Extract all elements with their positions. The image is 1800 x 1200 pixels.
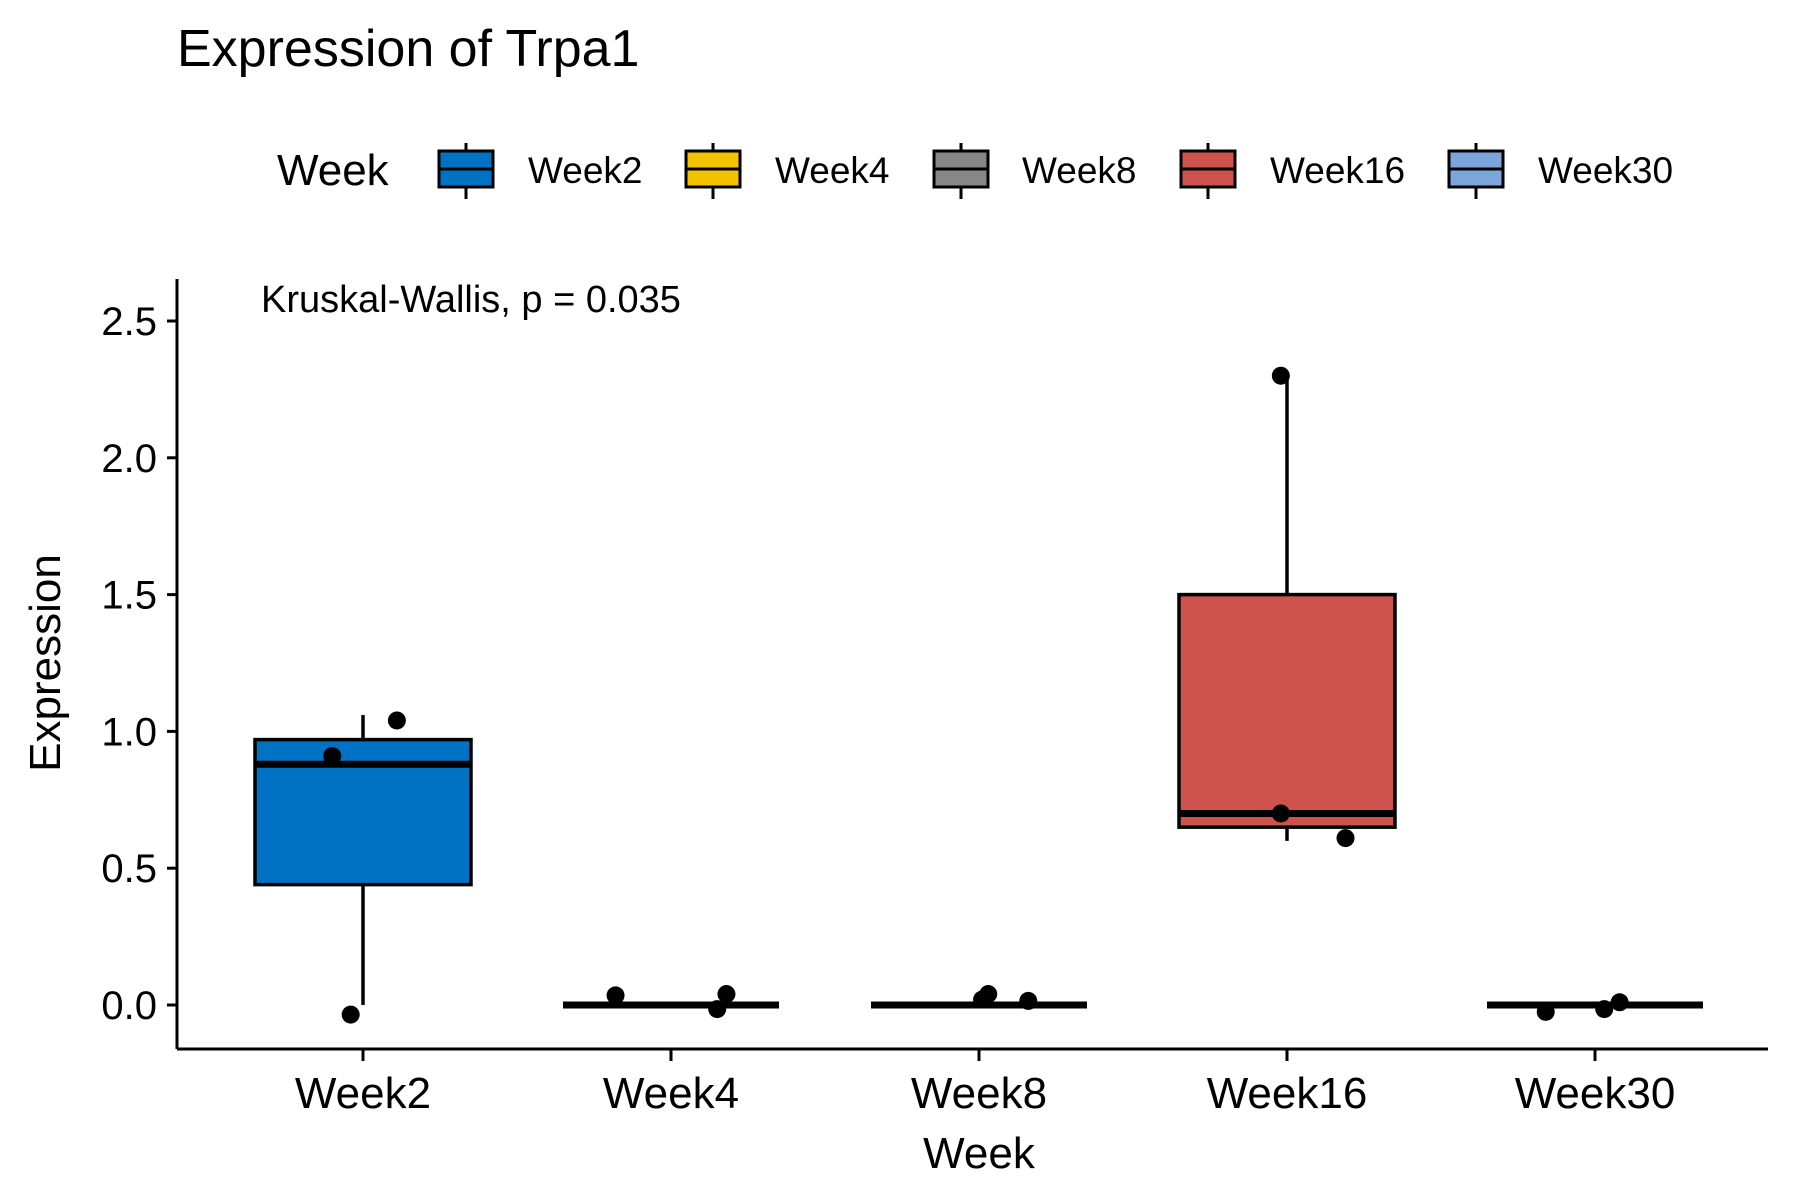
y-tick-label: 2.0 <box>101 437 157 481</box>
box-week2 <box>253 714 473 1005</box>
y-tick-label: 2.5 <box>101 300 157 344</box>
box-week16 <box>1177 375 1397 841</box>
data-point <box>708 1000 727 1019</box>
x-axis: Week2 Week4 Week8 Week16 Week30 <box>177 1047 1768 1118</box>
legend-item-week4: Week4 <box>684 143 890 199</box>
data-point <box>1271 366 1290 385</box>
x-tick-label: Week4 <box>603 1069 739 1118</box>
data-point <box>973 990 992 1009</box>
data-point <box>341 1005 360 1024</box>
data-point <box>323 747 342 766</box>
legend-label: Week16 <box>1270 150 1405 191</box>
legend-item-week30: Week30 <box>1447 143 1673 199</box>
legend-label: Week8 <box>1022 150 1137 191</box>
y-tick-label: 1.0 <box>101 710 157 754</box>
legend-label: Week4 <box>775 150 890 191</box>
data-point <box>1610 993 1629 1012</box>
data-point <box>606 986 625 1005</box>
legend-item-week2: Week2 <box>437 143 643 199</box>
y-axis-label: Expression <box>21 554 70 772</box>
box-rect-week16 <box>1177 592 1397 829</box>
annotation-text: Kruskal-Wallis, p = 0.035 <box>261 279 681 321</box>
legend-label: Week30 <box>1538 150 1673 191</box>
x-tick-label: Week8 <box>911 1069 1047 1118</box>
y-axis: 0.0 0.5 1.0 1.5 2.0 2.5 <box>101 279 179 1049</box>
legend-label: Week2 <box>528 150 643 191</box>
y-tick-label: 0.5 <box>101 847 157 891</box>
x-tick-label: Week2 <box>295 1069 431 1118</box>
plot-area <box>253 366 1703 1024</box>
data-point <box>1595 1000 1614 1019</box>
legend: Week Week2 Week4 Week8 Week16 Week30 <box>277 143 1673 199</box>
data-point <box>717 985 736 1004</box>
x-tick-label: Week16 <box>1207 1069 1368 1118</box>
y-tick-label: 0.0 <box>101 984 157 1028</box>
x-axis-label: Week <box>923 1129 1036 1178</box>
legend-item-week8: Week8 <box>932 143 1137 199</box>
data-point <box>1271 804 1290 823</box>
y-tick-label: 1.5 <box>101 574 157 618</box>
legend-title: Week <box>277 146 390 195</box>
data-point <box>1336 829 1355 848</box>
data-point <box>1019 991 1038 1010</box>
x-tick-label: Week30 <box>1515 1069 1676 1118</box>
legend-item-week16: Week16 <box>1179 143 1405 199</box>
data-point <box>387 711 406 730</box>
data-point <box>1536 1002 1555 1021</box>
chart-title: Expression of Trpa1 <box>177 20 639 78</box>
